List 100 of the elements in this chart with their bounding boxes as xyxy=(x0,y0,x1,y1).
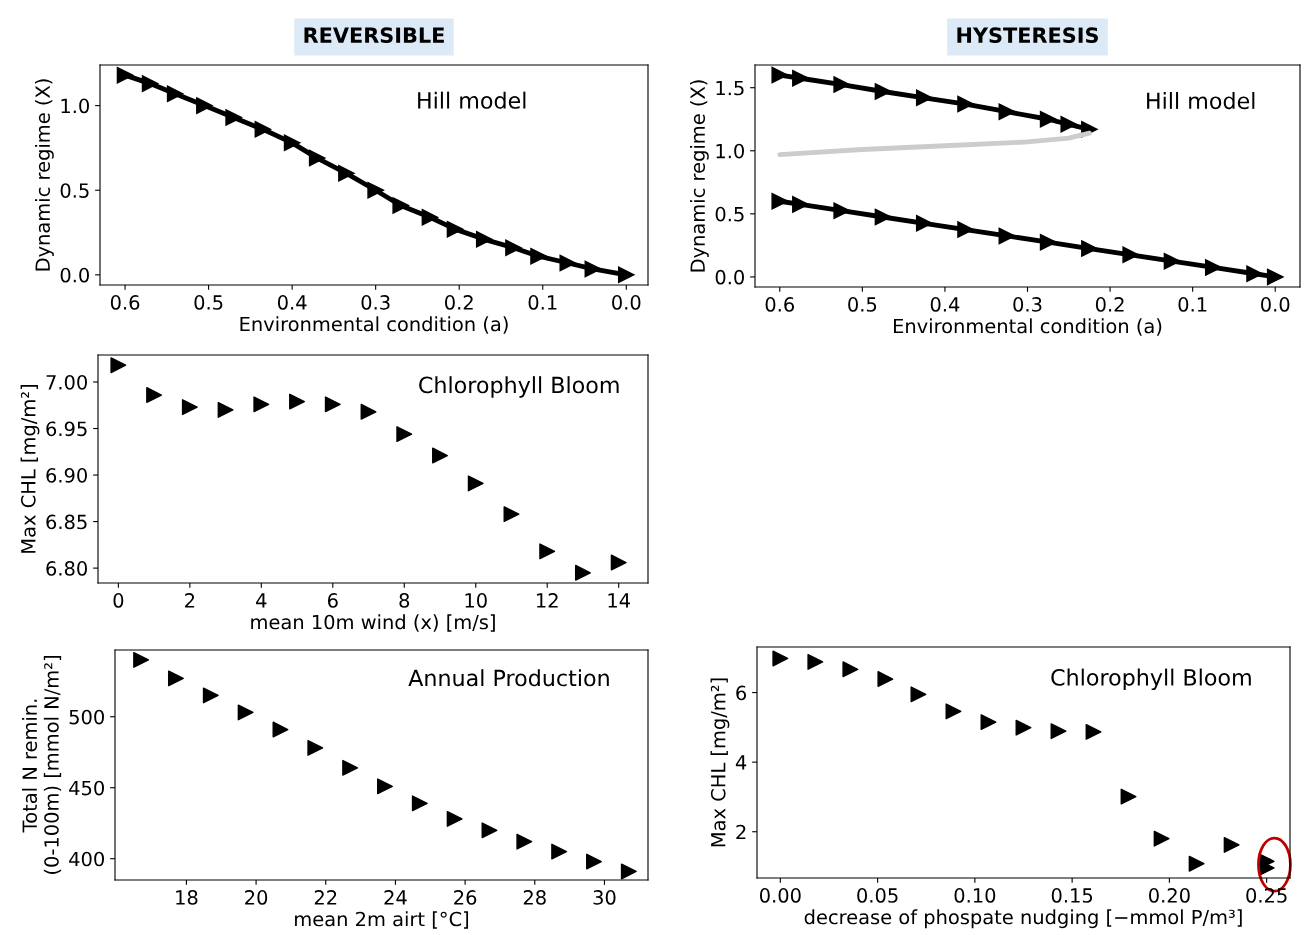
y-tick-label: 0.0 xyxy=(60,267,89,283)
chart-title: REVERSIBLE xyxy=(304,27,444,44)
point xyxy=(324,396,341,413)
x-tick-label: 0 xyxy=(113,593,124,608)
point xyxy=(1039,110,1057,128)
x-tick-label: 0.10 xyxy=(954,888,996,903)
x-axis-title: decrease of phospate nudging [−mmol P/m³] xyxy=(804,909,1242,929)
y-tick-label: 2 xyxy=(736,824,746,840)
point xyxy=(915,89,933,107)
point xyxy=(503,506,520,523)
point xyxy=(1050,723,1067,740)
point xyxy=(392,197,410,214)
x-tick-label: 0.00 xyxy=(759,888,801,903)
y-axis-title: Dynamic regime (X) xyxy=(34,79,54,271)
point xyxy=(516,833,533,850)
x-tick-label: 0.5 xyxy=(194,295,223,310)
point xyxy=(237,704,254,721)
point xyxy=(771,192,789,210)
point xyxy=(586,853,602,870)
point xyxy=(771,66,789,84)
y-axis-title: Max CHL [mg/m²] xyxy=(710,678,730,847)
x-tick-label: 0.20 xyxy=(1149,888,1190,903)
point xyxy=(446,810,463,827)
x-tick-label: 0.1 xyxy=(1178,297,1207,312)
y-axis-title: Total N remin. (0-100m) [mmol N/m²] xyxy=(22,656,62,874)
point xyxy=(377,778,393,795)
point xyxy=(411,795,428,812)
point xyxy=(254,120,272,138)
annotation: Hill model xyxy=(418,91,526,109)
point xyxy=(833,76,851,93)
y-tick-label: 6.95 xyxy=(46,421,87,437)
x-tick-label: 0.6 xyxy=(110,295,140,310)
x-tick-label: 8 xyxy=(399,593,410,608)
x-tick-label: 28 xyxy=(523,890,546,905)
point xyxy=(421,208,439,226)
annotation: Annual Production xyxy=(408,669,609,687)
x-tick-label: 0.25 xyxy=(1246,888,1287,903)
point xyxy=(110,357,127,374)
point xyxy=(166,85,184,103)
point xyxy=(283,134,301,152)
x-tick-label: 0.4 xyxy=(930,297,960,312)
point xyxy=(181,399,198,416)
point xyxy=(360,403,377,420)
point xyxy=(833,202,851,220)
y-axis-title: Max CHL [mg/m²] xyxy=(20,385,40,553)
point xyxy=(998,227,1016,245)
y-tick-label: 1.0 xyxy=(716,143,744,159)
point xyxy=(1223,836,1240,853)
x-axis-title: Environmental condition (a) xyxy=(894,318,1162,336)
point xyxy=(467,475,484,492)
chart-title: HYSTERESIS xyxy=(957,27,1098,44)
x-tick-label: 26 xyxy=(454,890,477,905)
y-tick-label: 450 xyxy=(69,780,104,796)
point xyxy=(559,254,577,272)
point xyxy=(792,69,809,87)
point xyxy=(167,670,184,687)
x-axis-title: mean 2m airt [°C] xyxy=(295,911,469,929)
x-tick-label: 0.3 xyxy=(1013,297,1042,312)
y-tick-label: 0.5 xyxy=(715,206,744,222)
point xyxy=(957,221,974,238)
y-tick-label: 6.85 xyxy=(46,514,87,530)
x-tick-label: 0.2 xyxy=(1095,297,1124,312)
point xyxy=(1204,259,1222,276)
point xyxy=(1085,723,1102,740)
y-tick-label: 0.0 xyxy=(715,269,744,285)
point xyxy=(1120,788,1137,805)
x-tick-label: 0.2 xyxy=(445,295,473,310)
point xyxy=(253,396,270,413)
x-tick-label: 0.4 xyxy=(277,295,307,310)
point xyxy=(475,230,493,248)
point xyxy=(1060,115,1078,133)
point xyxy=(574,564,591,581)
point xyxy=(620,863,637,880)
x-tick-label: 6 xyxy=(327,593,338,608)
point xyxy=(225,109,242,126)
point xyxy=(446,220,464,238)
x-tick-label: 30 xyxy=(593,890,616,905)
point xyxy=(584,260,602,278)
x-tick-label: 20 xyxy=(245,890,268,905)
y-tick-label: 500 xyxy=(69,709,104,725)
x-axis-title: mean 10m wind (x) [m/s] xyxy=(251,614,495,632)
point xyxy=(915,214,933,232)
point xyxy=(807,653,824,670)
point xyxy=(141,75,159,92)
point xyxy=(539,543,556,560)
point xyxy=(338,164,355,182)
x-tick-label: 24 xyxy=(384,890,407,905)
point xyxy=(308,149,326,167)
x-tick-label: 18 xyxy=(176,890,198,905)
point xyxy=(842,661,859,678)
point xyxy=(146,387,163,403)
y-tick-label: 6 xyxy=(736,685,747,701)
point xyxy=(307,739,324,756)
x-tick-label: 10 xyxy=(465,593,487,608)
point xyxy=(1153,830,1170,847)
x-tick-label: 0.0 xyxy=(1261,297,1290,312)
x-tick-label: 12 xyxy=(536,593,558,608)
point xyxy=(116,66,134,84)
x-tick-label: 14 xyxy=(608,593,630,608)
point xyxy=(910,686,927,703)
